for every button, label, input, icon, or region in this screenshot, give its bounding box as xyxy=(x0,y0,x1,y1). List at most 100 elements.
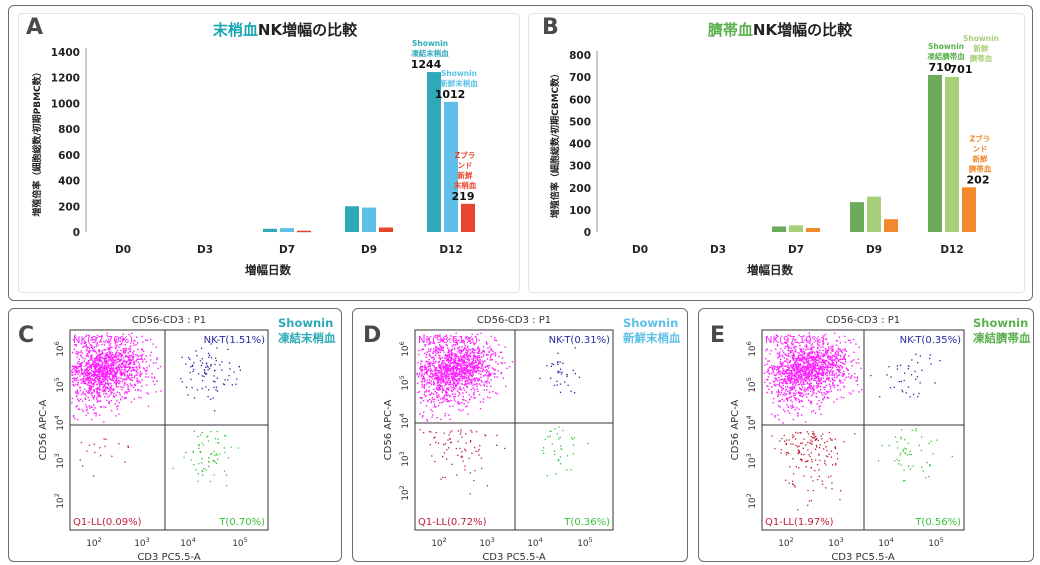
nk-point xyxy=(127,363,130,365)
nkt-point xyxy=(198,373,200,375)
nk-point xyxy=(783,352,785,354)
nk-point xyxy=(107,363,109,365)
nk-point xyxy=(785,370,787,372)
t-point xyxy=(900,438,902,440)
ll-point xyxy=(854,433,856,435)
nk-point xyxy=(814,374,816,376)
nk-point xyxy=(446,354,448,356)
nk-point xyxy=(452,362,454,364)
nk-point xyxy=(810,403,812,405)
nkt-point xyxy=(207,366,209,368)
nk-point xyxy=(116,377,118,379)
nk-point xyxy=(797,383,800,386)
nk-point xyxy=(796,372,798,374)
nk-point xyxy=(87,375,89,377)
t-point xyxy=(888,444,890,447)
nk-point xyxy=(440,371,442,374)
nk-point xyxy=(107,369,109,372)
nk-point xyxy=(108,401,111,403)
nkt-point xyxy=(193,362,195,364)
nk-point xyxy=(96,388,98,390)
ll-point xyxy=(797,509,799,511)
nk-point xyxy=(843,386,845,388)
nk-point xyxy=(85,364,88,366)
nk-point xyxy=(472,371,474,374)
nk-point xyxy=(856,379,859,381)
ll-point xyxy=(797,451,800,453)
nk-point xyxy=(78,369,80,371)
nk-point xyxy=(814,412,817,414)
nkt-point xyxy=(207,369,209,371)
nk-point xyxy=(797,359,799,361)
nk-point xyxy=(803,356,805,358)
bar xyxy=(297,230,311,233)
nk-point xyxy=(817,371,820,373)
nk-point xyxy=(435,349,437,352)
nk-point xyxy=(152,343,154,345)
nk-point xyxy=(120,359,123,361)
nk-point xyxy=(442,366,445,368)
nk-point xyxy=(111,356,114,359)
nk-point xyxy=(818,400,820,402)
x-tick-label: D3 xyxy=(197,244,213,256)
nk-point xyxy=(84,380,86,382)
nk-point xyxy=(469,342,472,344)
nkt-point xyxy=(192,364,194,366)
nk-point xyxy=(102,374,104,376)
nk-point xyxy=(91,374,93,376)
nk-point xyxy=(94,350,97,353)
nkt-point xyxy=(236,378,238,380)
nk-point xyxy=(121,358,123,360)
nk-point xyxy=(107,380,109,382)
t-point xyxy=(904,439,906,441)
nk-point xyxy=(795,360,797,362)
nk-point xyxy=(79,363,81,365)
nk-point xyxy=(87,376,89,379)
ll-point xyxy=(93,443,95,445)
nk-point xyxy=(449,370,451,372)
nk-point xyxy=(421,416,424,418)
nkt-point xyxy=(566,374,568,376)
nk-point xyxy=(821,363,823,366)
nk-point xyxy=(92,361,95,363)
nk-point xyxy=(439,365,442,367)
ll-point xyxy=(783,434,785,437)
nkt-point xyxy=(195,350,197,352)
nk-point xyxy=(793,363,795,366)
ll-point xyxy=(780,449,783,451)
nk-point xyxy=(125,349,127,352)
nk-point xyxy=(811,349,813,351)
nk-point xyxy=(820,361,823,364)
nk-point xyxy=(79,351,81,354)
nk-point xyxy=(486,374,488,377)
nk-point xyxy=(478,339,480,341)
nk-point xyxy=(84,375,86,377)
nk-point xyxy=(466,356,469,358)
nk-point xyxy=(146,339,149,342)
nk-point xyxy=(108,351,110,353)
nk-point xyxy=(475,364,477,367)
nk-point xyxy=(84,398,87,401)
nk-point xyxy=(813,363,815,365)
nk-point xyxy=(764,381,766,384)
nk-point xyxy=(816,375,819,378)
nk-point xyxy=(124,365,126,367)
nk-point xyxy=(473,364,476,367)
nk-point xyxy=(768,367,771,369)
nk-point xyxy=(799,363,801,365)
nk-point xyxy=(123,359,125,362)
nk-point xyxy=(800,400,802,402)
nk-point xyxy=(78,360,80,363)
nk-point xyxy=(821,365,823,368)
nk-point xyxy=(780,358,782,360)
nk-point xyxy=(828,366,830,369)
nk-point xyxy=(74,373,76,376)
nk-point xyxy=(103,369,105,371)
ll-point xyxy=(449,438,451,441)
nk-point xyxy=(780,362,782,364)
nk-point xyxy=(814,364,817,366)
nk-point xyxy=(96,401,99,403)
x-tick-label: D0 xyxy=(115,244,131,256)
nkt-point xyxy=(574,392,576,394)
nk-point xyxy=(498,355,500,358)
